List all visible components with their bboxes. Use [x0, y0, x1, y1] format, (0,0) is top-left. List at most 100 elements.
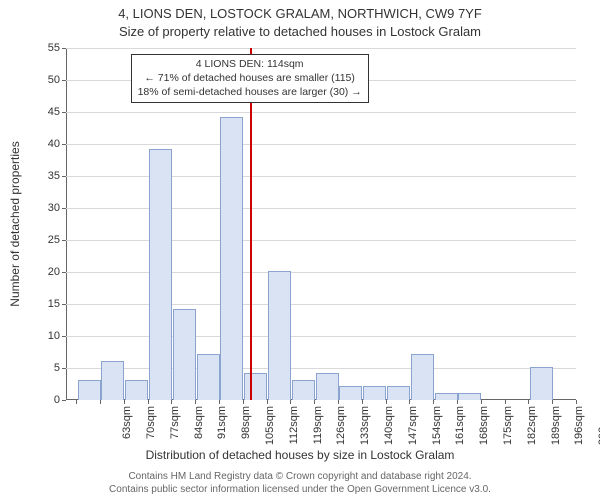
gridline: [66, 48, 576, 49]
gridline: [66, 304, 576, 305]
y-tick-label: 10: [30, 330, 60, 342]
histogram-bar: [149, 149, 172, 400]
histogram-bar: [220, 117, 243, 400]
x-tick-mark: [386, 400, 387, 404]
x-tick-label: 91sqm: [216, 406, 228, 456]
x-tick-label: 154sqm: [431, 406, 443, 456]
y-tick-label: 40: [30, 138, 60, 150]
gridline: [66, 368, 576, 369]
gridline: [66, 240, 576, 241]
x-tick-label: 112sqm: [288, 406, 300, 456]
y-tick-label: 5: [30, 362, 60, 374]
x-tick-mark: [528, 400, 529, 404]
y-tick-mark: [62, 80, 66, 81]
x-tick-mark: [290, 400, 291, 404]
x-tick-mark: [267, 400, 268, 404]
histogram-bar: [387, 386, 410, 400]
x-tick-mark: [124, 400, 125, 404]
y-tick-mark: [62, 400, 66, 401]
chart-container: 4, LIONS DEN, LOSTOCK GRALAM, NORTHWICH,…: [0, 0, 600, 500]
x-tick-mark: [314, 400, 315, 404]
x-tick-mark: [76, 400, 77, 404]
y-tick-label: 30: [30, 202, 60, 214]
footer-line-1: Contains HM Land Registry data © Crown c…: [128, 471, 471, 482]
x-tick-label: 70sqm: [145, 406, 157, 456]
x-tick-mark: [100, 400, 101, 404]
y-tick-label: 25: [30, 234, 60, 246]
x-tick-label: 161sqm: [454, 406, 466, 456]
histogram-bar: [411, 354, 434, 400]
histogram-bar: [435, 393, 458, 400]
histogram-bar: [268, 271, 291, 400]
x-tick-label: 105sqm: [264, 406, 276, 456]
histogram-bar: [458, 393, 481, 400]
y-tick-mark: [62, 368, 66, 369]
histogram-bar: [78, 380, 101, 400]
x-tick-label: 119sqm: [312, 406, 324, 456]
gridline: [66, 336, 576, 337]
y-axis-line: [66, 48, 67, 400]
y-tick-mark: [62, 208, 66, 209]
annotation-line-left: ← 71% of detached houses are smaller (11…: [138, 71, 362, 85]
y-tick-mark: [62, 272, 66, 273]
y-tick-label: 35: [30, 170, 60, 182]
gridline: [66, 176, 576, 177]
x-tick-label: 133sqm: [359, 406, 371, 456]
y-tick-mark: [62, 48, 66, 49]
y-tick-mark: [62, 176, 66, 177]
x-tick-mark: [171, 400, 172, 404]
x-tick-mark: [148, 400, 149, 404]
histogram-bar: [363, 386, 386, 400]
histogram-bar: [197, 354, 220, 400]
x-tick-label: 189sqm: [550, 406, 562, 456]
gridline: [66, 272, 576, 273]
x-tick-label: 147sqm: [407, 406, 419, 456]
y-tick-label: 15: [30, 298, 60, 310]
y-tick-label: 50: [30, 74, 60, 86]
x-tick-mark: [576, 400, 577, 404]
y-axis-label: Number of detached properties: [8, 141, 22, 306]
x-tick-label: 182sqm: [526, 406, 538, 456]
y-tick-label: 55: [30, 42, 60, 54]
x-tick-mark: [505, 400, 506, 404]
x-tick-label: 98sqm: [240, 406, 252, 456]
x-tick-mark: [243, 400, 244, 404]
x-tick-label: 126sqm: [335, 406, 347, 456]
x-tick-label: 77sqm: [169, 406, 181, 456]
histogram-bar: [530, 367, 553, 400]
gridline: [66, 144, 576, 145]
x-tick-mark: [409, 400, 410, 404]
footer-text: Contains HM Land Registry data © Crown c…: [0, 470, 600, 496]
footer-line-2: Contains public sector information licen…: [109, 484, 491, 495]
x-tick-label: 63sqm: [121, 406, 133, 456]
y-tick-label: 0: [30, 394, 60, 406]
histogram-bar: [292, 380, 315, 400]
x-tick-mark: [481, 400, 482, 404]
x-tick-mark: [362, 400, 363, 404]
x-tick-label: 196sqm: [573, 406, 585, 456]
y-tick-label: 20: [30, 266, 60, 278]
gridline: [66, 208, 576, 209]
x-tick-label: 168sqm: [478, 406, 490, 456]
x-tick-label: 140sqm: [383, 406, 395, 456]
x-tick-mark: [457, 400, 458, 404]
histogram-bar: [125, 380, 148, 400]
y-tick-mark: [62, 336, 66, 337]
y-tick-label: 45: [30, 106, 60, 118]
y-tick-mark: [62, 144, 66, 145]
x-tick-label: 84sqm: [193, 406, 205, 456]
histogram-bar: [101, 361, 124, 400]
annotation-line-right: 18% of semi-detached houses are larger (…: [138, 85, 362, 99]
histogram-bar: [316, 373, 339, 400]
histogram-bar: [244, 373, 267, 400]
y-tick-mark: [62, 112, 66, 113]
annotation-title: 4 LIONS DEN: 114sqm: [138, 57, 362, 71]
title-line-2: Size of property relative to detached ho…: [0, 24, 600, 39]
x-tick-mark: [195, 400, 196, 404]
x-tick-mark: [433, 400, 434, 404]
gridline: [66, 112, 576, 113]
title-line-1: 4, LIONS DEN, LOSTOCK GRALAM, NORTHWICH,…: [0, 6, 600, 21]
x-tick-label: 175sqm: [502, 406, 514, 456]
y-tick-mark: [62, 240, 66, 241]
x-tick-mark: [219, 400, 220, 404]
